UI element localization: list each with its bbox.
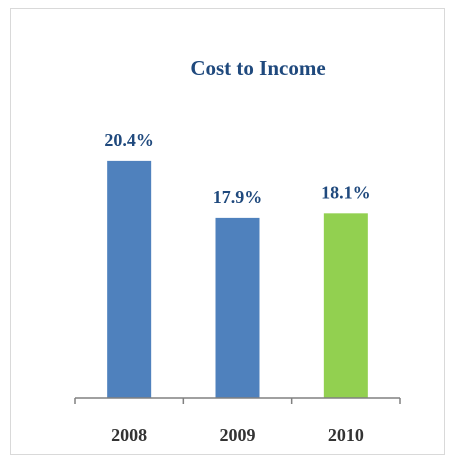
value-label: 20.4% — [104, 130, 154, 150]
x-tick-label: 2008 — [111, 425, 147, 445]
bar — [323, 213, 368, 398]
chart-title: Cost to Income — [190, 56, 325, 80]
value-label: 18.1% — [321, 182, 371, 202]
x-tick-label: 2009 — [220, 425, 256, 445]
bar — [107, 160, 152, 398]
bar — [215, 217, 260, 398]
value-label: 17.9% — [213, 187, 263, 207]
x-tick-label: 2010 — [328, 425, 364, 445]
